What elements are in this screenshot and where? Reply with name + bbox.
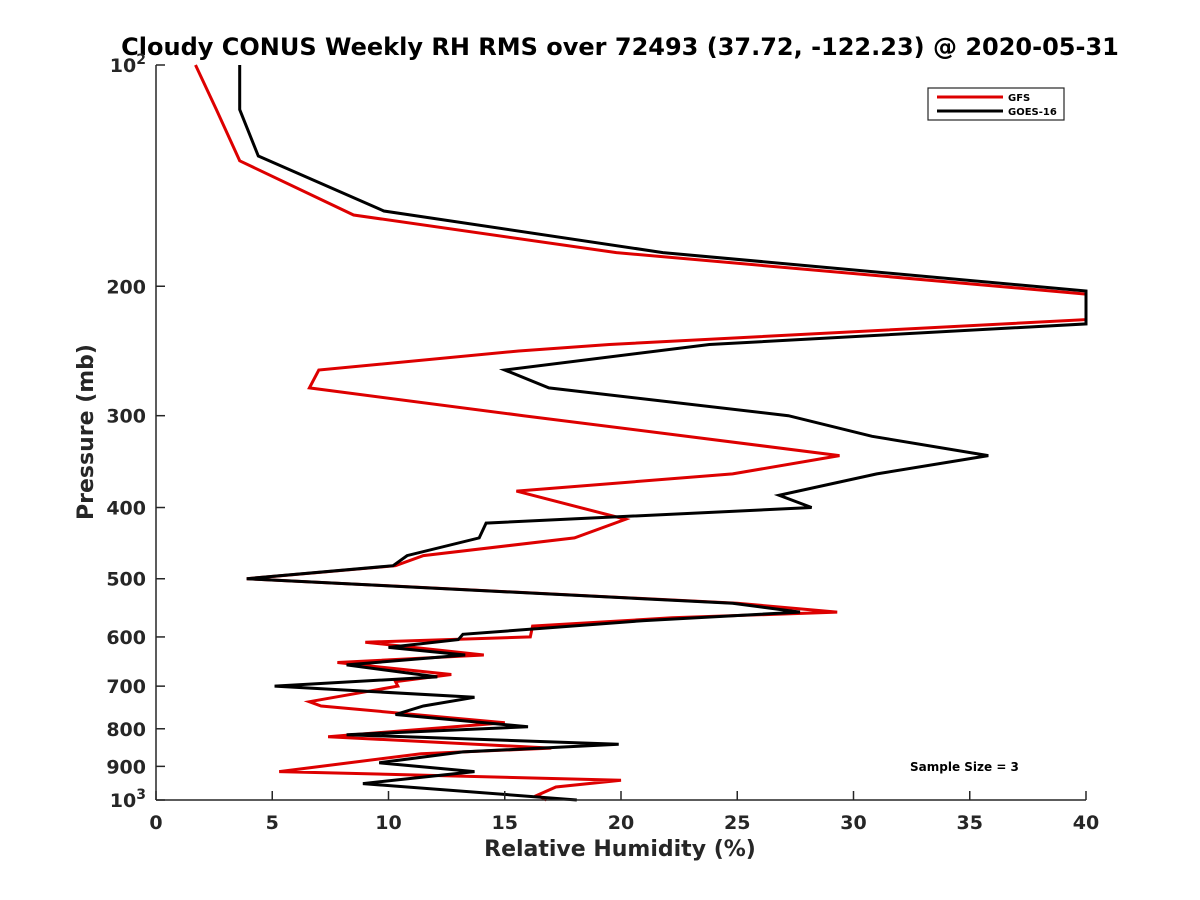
- x-tick-label-3: 15: [492, 812, 518, 834]
- y-tick-label-6: 700: [106, 676, 146, 698]
- x-tick-label-4: 20: [608, 812, 634, 834]
- plot-area: [156, 65, 1086, 800]
- x-tick-label-6: 30: [840, 812, 866, 834]
- plot-background: [156, 65, 1086, 800]
- y-tick-label-3: 400: [106, 498, 146, 520]
- y-tick-label-0: 102: [110, 52, 146, 77]
- legend-box: [927, 87, 1065, 121]
- series-line-gfs: [194, 64, 1088, 802]
- sample-size-annotation: Sample Size = 3: [910, 760, 1019, 774]
- x-tick-label-0: 0: [149, 812, 162, 834]
- x-axis-label: Relative Humidity (%): [484, 837, 756, 862]
- x-tick-label-1: 5: [266, 812, 279, 834]
- y-tick-label-8: 900: [106, 756, 146, 778]
- x-tick-label-2: 10: [375, 812, 401, 834]
- y-axis-label: Pressure (mb): [74, 344, 99, 520]
- series-line-goes16: [238, 65, 1088, 802]
- y-tick-label-2: 300: [106, 406, 146, 428]
- y-tick-label-7: 800: [106, 719, 146, 741]
- axes-layer: 0 5 10 15 20 25 30 35 40 102 200 300 400 500 600 700 800…: [106, 52, 1099, 834]
- legend: GFS GOES-16: [927, 87, 1065, 121]
- series-layer: [194, 64, 1088, 802]
- y-tick-label-1: 200: [106, 276, 146, 298]
- x-tick-label-8: 40: [1073, 812, 1099, 834]
- legend-label-goes16: GOES-16: [1008, 107, 1057, 118]
- y-tick-label-5: 600: [106, 627, 146, 649]
- legend-label-gfs: GFS: [1008, 93, 1030, 104]
- y-tick-label-9: 103: [110, 787, 146, 812]
- chart-title: Cloudy CONUS Weekly RH RMS over 72493 (3…: [121, 33, 1119, 61]
- x-tick-label-5: 25: [724, 812, 750, 834]
- y-tick-label-4: 500: [106, 569, 146, 591]
- x-tick-label-7: 35: [957, 812, 983, 834]
